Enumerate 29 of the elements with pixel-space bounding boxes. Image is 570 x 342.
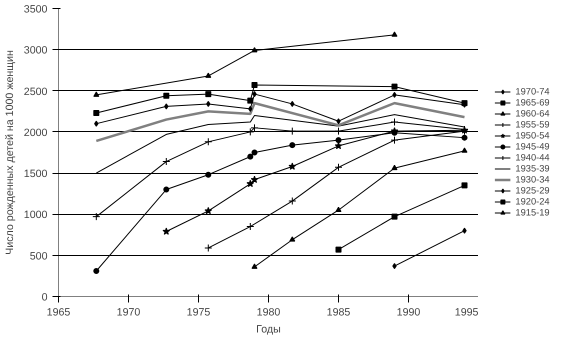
x-tick-label: 1985 — [326, 306, 350, 318]
legend-label: 1925-29 — [515, 186, 550, 196]
legend-label: 1960-64 — [515, 108, 550, 118]
y-tick-label: 0 — [42, 292, 48, 304]
y-tick-label: 2000 — [24, 126, 48, 139]
legend-label: 1955-59 — [515, 120, 550, 130]
legend-label: 1935-39 — [515, 164, 550, 174]
y-tick-label: 1500 — [24, 168, 48, 180]
x-tick-label: 1980 — [256, 306, 280, 318]
x-tick-label: 1965 — [46, 306, 70, 318]
y-tick-label: 500 — [30, 250, 48, 262]
legend-label: 1950-54 — [515, 130, 550, 140]
y-tick-label: 1000 — [24, 209, 48, 222]
legend-label: 1930-34 — [515, 174, 550, 184]
x-tick-label: 1990 — [396, 306, 420, 318]
legend-label: 1915-19 — [515, 208, 550, 218]
legend-label: 1965-69 — [515, 98, 550, 108]
x-tick-label: 1970 — [116, 306, 140, 318]
y-axis-title: Число рожденных детей на 1000 женщин — [4, 50, 16, 255]
legend-label: 1945-49 — [515, 142, 550, 152]
y-tick-label: 3000 — [24, 44, 48, 57]
y-tick-label: 3500 — [24, 4, 48, 16]
legend-label: 1970-74 — [515, 86, 550, 96]
x-axis-title: Годы — [256, 324, 281, 336]
x-tick-label: 1975 — [186, 306, 210, 318]
y-tick-label: 2500 — [24, 86, 48, 98]
legend-label: 1920-24 — [515, 196, 550, 206]
legend-label: 1940-44 — [515, 152, 550, 162]
x-tick-label: 1995 — [454, 306, 479, 318]
